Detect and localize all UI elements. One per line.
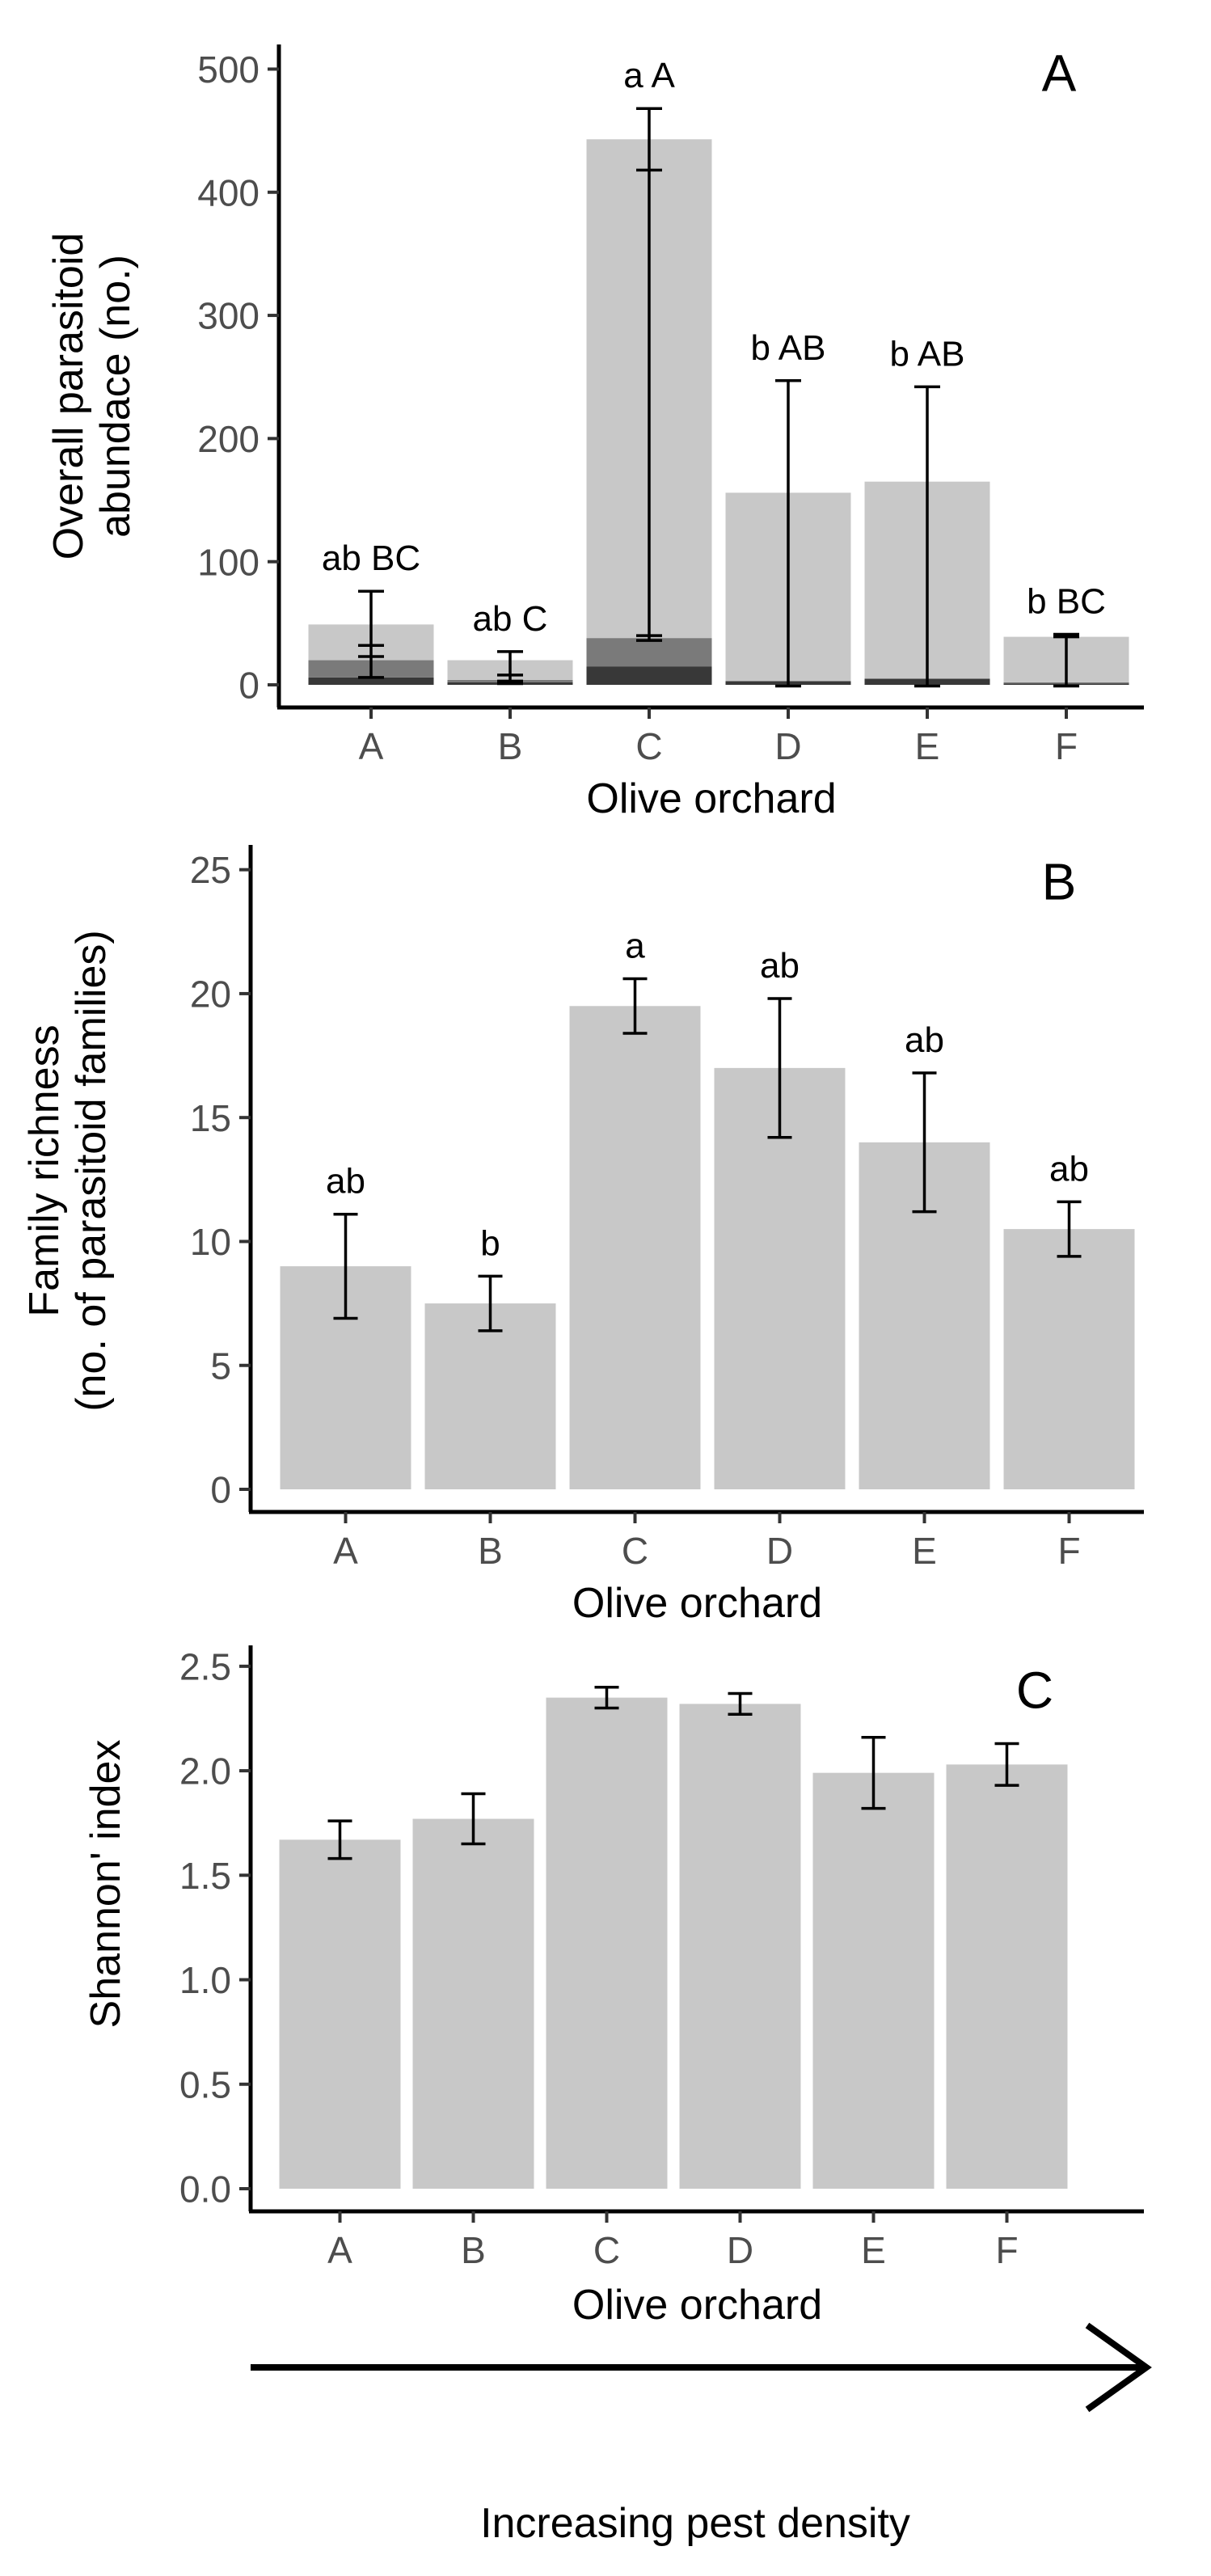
x-tick-label: A: [327, 2229, 352, 2271]
bar: [1003, 1229, 1135, 1489]
y-tick-label: 0: [210, 1469, 231, 1511]
bar-segment-layer-mid: [586, 638, 712, 667]
y-tick-label: 10: [190, 1221, 231, 1263]
panel-letter: C: [1016, 1661, 1053, 1719]
x-tick-label: D: [774, 725, 801, 767]
y-tick-label: 20: [190, 973, 231, 1015]
y-tick-label: 1.0: [179, 1959, 231, 2001]
y-tick-label: 2.5: [179, 1645, 231, 1687]
y-axis-title-line: (no. of parasitoid families): [68, 930, 115, 1411]
pest-density-arrow-head: [1085, 2322, 1152, 2413]
bar: [812, 1772, 935, 2189]
y-tick-label: 0: [238, 665, 260, 707]
x-tick-label: C: [622, 1530, 648, 1572]
y-tick-label: 5: [210, 1345, 231, 1387]
significance-label: ab: [905, 1020, 944, 1060]
x-tick-label: D: [766, 1530, 793, 1572]
x-axis-title: Olive orchard: [586, 775, 836, 822]
y-tick-label: 1.5: [179, 1855, 231, 1897]
x-tick-label: C: [593, 2229, 620, 2271]
x-tick-label: B: [461, 2229, 486, 2271]
x-tick-label: B: [478, 1530, 503, 1572]
significance-label: b AB: [751, 328, 826, 368]
y-tick-label: 25: [190, 849, 231, 891]
bar: [279, 1839, 401, 2189]
x-tick-label: E: [861, 2229, 886, 2271]
panel-b-richness-chart: 0 5 10 15 20 25 ab Ab Ba Cab Dab Eab F Olive orchard F…: [21, 845, 1144, 1627]
bar: [946, 1764, 1068, 2189]
bar: [679, 1704, 801, 2189]
y-tick-label: 0.5: [179, 2063, 231, 2105]
x-axis-title: Olive orchard: [572, 2282, 822, 2329]
panel-letter: A: [1042, 44, 1077, 102]
significance-label: a A: [623, 56, 675, 95]
y-axis-title-line: Family richness: [21, 1024, 68, 1316]
pest-density-caption: Increasing pest density: [480, 2500, 910, 2547]
significance-label: ab C: [473, 599, 548, 639]
x-tick-label: A: [333, 1530, 358, 1572]
x-axis-title: Olive orchard: [572, 1580, 822, 1627]
y-tick-label: 0.0: [179, 2168, 231, 2211]
y-tick-label: 500: [197, 49, 260, 91]
panel-c-shannon-chart: 0.0 0.5 1.0 1.5 2.0 2.5 A B C D E F Olive orchard Sha…: [82, 1645, 1144, 2329]
significance-label: ab: [760, 946, 800, 986]
x-tick-label: B: [498, 725, 523, 767]
bar: [546, 1697, 668, 2189]
x-tick-label: F: [1055, 725, 1078, 767]
y-axis-title-line: Shannon' index: [82, 1740, 129, 2029]
y-tick-label: 100: [197, 541, 260, 583]
y-tick-label: 300: [197, 295, 260, 337]
significance-label: b: [480, 1223, 500, 1263]
x-tick-label: F: [995, 2229, 1018, 2271]
y-tick-label: 2.0: [179, 1750, 231, 1793]
x-tick-label: F: [1057, 1530, 1080, 1572]
significance-label: b BC: [1027, 582, 1106, 622]
x-tick-label: C: [635, 725, 662, 767]
significance-label: ab BC: [322, 538, 420, 578]
significance-label: a: [625, 927, 645, 966]
bar: [424, 1303, 556, 1489]
bar: [412, 1818, 534, 2189]
bar-segment-layer-dark: [586, 666, 712, 685]
y-tick-label: 400: [197, 171, 260, 213]
pest-density-indicator: Increasing pest density: [251, 2322, 1152, 2547]
y-axis-title-line: abundace (no.): [92, 255, 139, 538]
significance-label: ab: [1049, 1149, 1089, 1189]
x-tick-label: E: [912, 1530, 937, 1572]
x-tick-label: A: [359, 725, 384, 767]
y-tick-label: 15: [190, 1097, 231, 1139]
significance-label: ab: [326, 1162, 365, 1201]
x-tick-label: D: [727, 2229, 753, 2271]
y-tick-label: 200: [197, 418, 260, 460]
bar: [569, 1006, 701, 1489]
significance-label: b AB: [890, 334, 965, 374]
bar-segment-layer-dark: [308, 677, 434, 685]
y-axis-title-line: Overall parasitoid: [45, 233, 92, 560]
x-tick-label: E: [915, 725, 940, 767]
panel-a-abundance-chart: 0 100 200 300 400 500 ab BC Aab C Ba A Cb AB Db AB…: [45, 44, 1144, 822]
panel-letter: B: [1042, 852, 1077, 910]
